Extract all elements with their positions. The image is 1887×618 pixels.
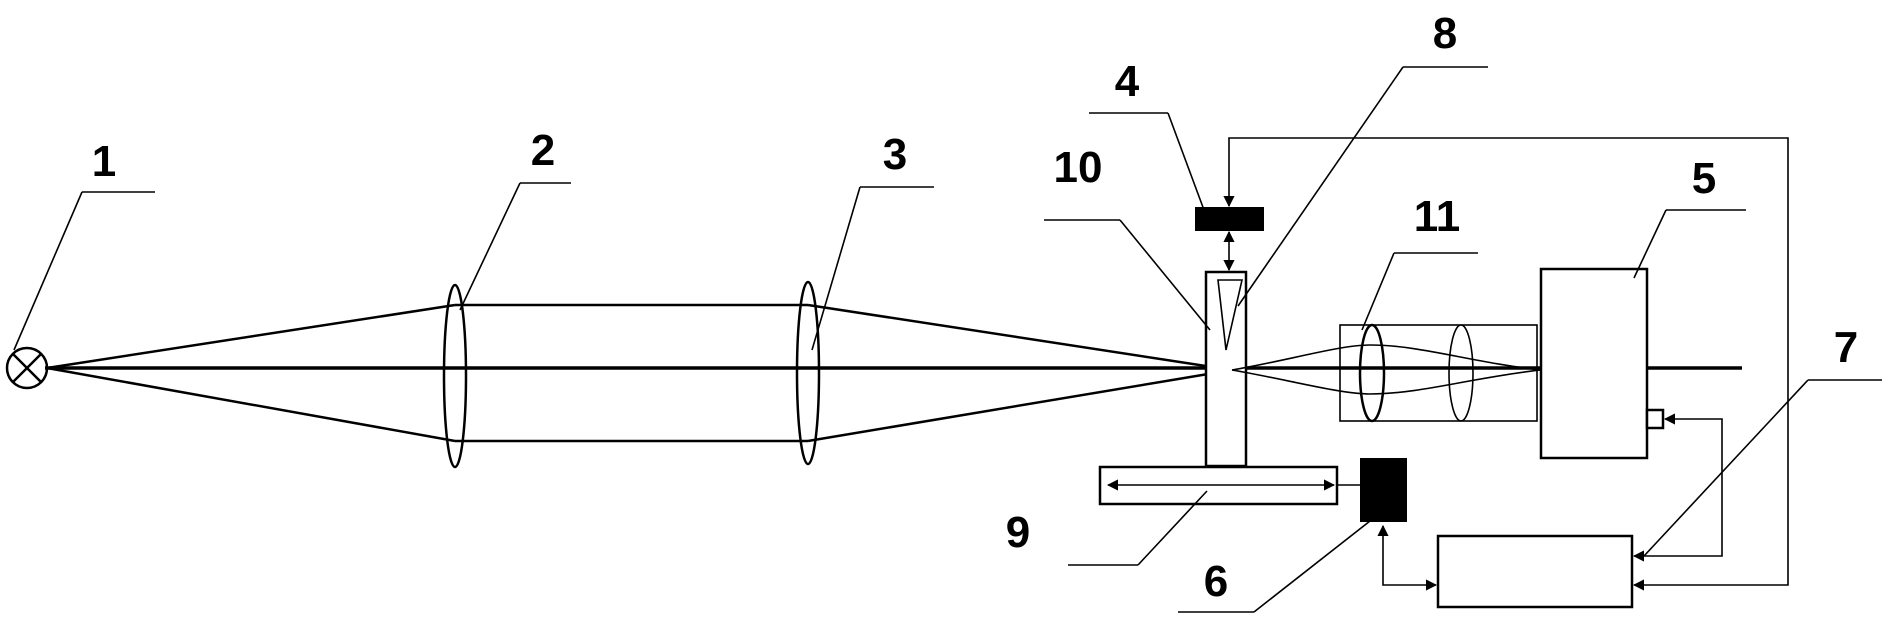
label-5: 5 <box>1692 154 1716 203</box>
objective-lens-front <box>1358 323 1386 423</box>
lens-3 <box>795 280 821 466</box>
label-3: 3 <box>883 130 907 179</box>
label-1: 1 <box>92 137 116 186</box>
leader-lines <box>13 66 1882 613</box>
label-4: 4 <box>1115 57 1140 106</box>
wire-controller-to-actuator4 <box>1223 137 1789 591</box>
ray-converge-top <box>807 303 1233 372</box>
detector-5-port <box>1645 408 1665 430</box>
label-7: 7 <box>1834 323 1858 372</box>
objective-tube <box>1339 324 1538 422</box>
wire-6-to-controller <box>1377 524 1438 591</box>
controller-7 <box>1436 534 1634 609</box>
actuator-4 <box>1195 207 1264 231</box>
label-9: 9 <box>1006 508 1030 557</box>
ray-source-to-lens2-bottom <box>46 366 456 443</box>
label-2: 2 <box>531 126 555 175</box>
label-8: 8 <box>1433 9 1457 58</box>
light-source <box>5 346 49 390</box>
label-10: 10 <box>1054 143 1103 192</box>
lens-2 <box>442 283 468 469</box>
ray-source-to-lens2-top <box>46 303 456 370</box>
label-6: 6 <box>1204 557 1228 606</box>
ray-diverge-bottom <box>1231 369 1541 395</box>
label-11: 11 <box>1414 192 1461 241</box>
detector-5 <box>1539 267 1649 460</box>
objective-lens-rear <box>1448 324 1474 422</box>
actuator-6 <box>1360 458 1407 522</box>
ray-converge-bottom <box>807 368 1233 443</box>
wire-detector-to-controller <box>1632 413 1723 562</box>
